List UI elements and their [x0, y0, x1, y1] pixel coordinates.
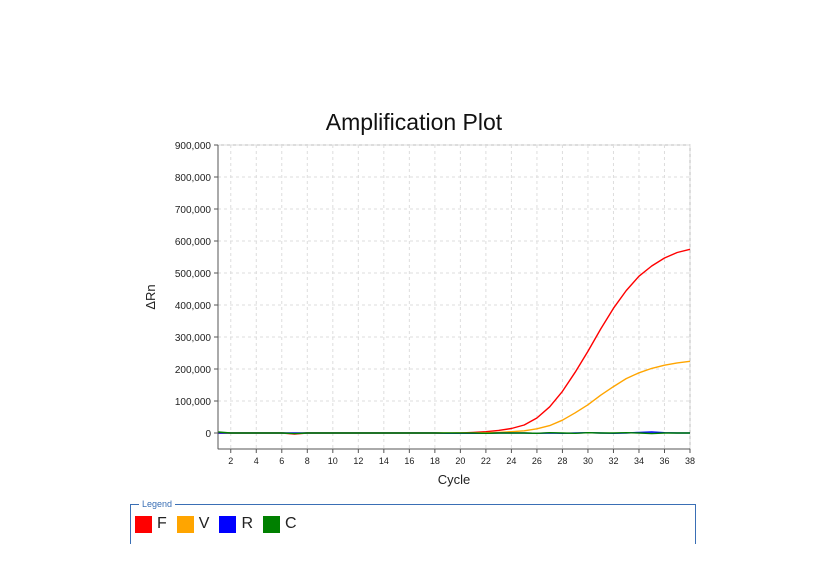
y-tick-label: 200,000	[175, 365, 212, 376]
legend-swatch	[219, 515, 237, 533]
x-tick-label: 4	[254, 456, 259, 466]
x-axis-title: Cycle	[438, 472, 471, 487]
x-tick-label: 36	[659, 456, 669, 466]
legend-item-v: V	[176, 515, 210, 533]
x-axis-ticks: 2 4 6 8 10 12 14 16 18 20 22 24 26 28 30 32 34 36 38	[228, 449, 695, 466]
grid	[218, 144, 691, 449]
x-tick-label: 20	[455, 456, 465, 466]
x-tick-label: 28	[557, 456, 567, 466]
y-tick-label: 700,000	[175, 205, 212, 216]
chart-area: Amplification Plot 0 100,000 200,000 300,00…	[143, 109, 695, 487]
x-tick-label: 38	[685, 456, 695, 466]
y-tick-label: 100,000	[175, 397, 212, 408]
y-tick-label: 600,000	[175, 237, 212, 248]
legend: Legend F V R C	[130, 499, 696, 544]
legend-swatch	[176, 515, 194, 533]
x-tick-label: 32	[608, 456, 618, 466]
x-tick-label: 18	[430, 456, 440, 466]
y-axis-ticks: 0 100,000 200,000 300,000 400,000 500,000 600,…	[175, 141, 218, 440]
x-tick-label: 10	[328, 456, 338, 466]
x-tick-label: 2	[228, 456, 233, 466]
x-tick-label: 26	[532, 456, 542, 466]
legend-item-f: F	[135, 515, 167, 533]
x-tick-label: 12	[353, 456, 363, 466]
legend-swatch	[263, 515, 281, 533]
y-tick-label: 0	[205, 429, 211, 440]
y-tick-label: 800,000	[175, 173, 212, 184]
legend-label: C	[285, 515, 297, 532]
legend-item-c: C	[263, 515, 297, 533]
y-tick-label: 500,000	[175, 269, 212, 280]
legend-label: F	[157, 515, 167, 532]
x-tick-label: 30	[583, 456, 593, 466]
y-tick-label: 900,000	[175, 141, 212, 152]
x-tick-label: 24	[506, 456, 516, 466]
x-tick-label: 6	[279, 456, 284, 466]
chart-title: Amplification Plot	[326, 109, 503, 135]
y-axis-title: ΔRn	[143, 284, 158, 309]
series-line-c	[217, 431, 690, 435]
y-tick-label: 400,000	[175, 301, 212, 312]
plot-background	[217, 144, 691, 450]
x-tick-label: 34	[634, 456, 644, 466]
legend-title: Legend	[139, 499, 176, 510]
legend-label: R	[241, 515, 254, 532]
series-lines	[217, 248, 691, 435]
x-tick-label: 14	[379, 456, 389, 466]
legend-item-r: R	[219, 515, 253, 533]
legend-label: V	[198, 515, 210, 532]
x-tick-label: 16	[404, 456, 414, 466]
x-tick-label: 22	[481, 456, 491, 466]
x-tick-label: 8	[305, 456, 310, 466]
y-tick-label: 300,000	[175, 333, 212, 344]
legend-swatch	[135, 515, 152, 533]
